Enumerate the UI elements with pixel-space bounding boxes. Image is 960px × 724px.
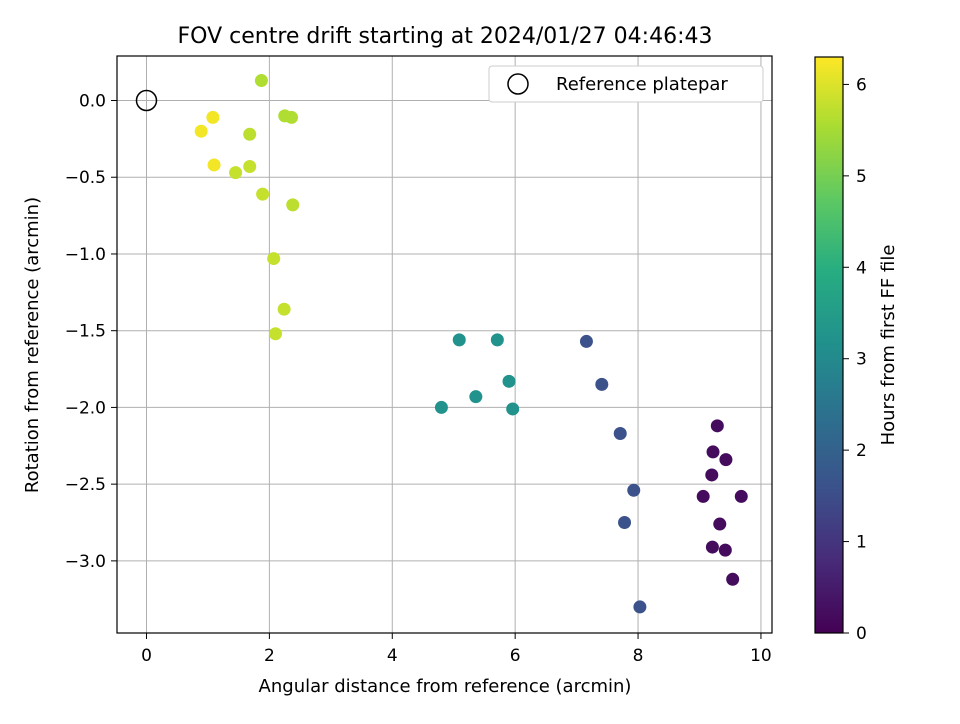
data-point xyxy=(719,453,733,467)
data-point xyxy=(633,600,647,614)
legend-box xyxy=(488,65,764,103)
plot-area xyxy=(117,56,772,633)
plot-frame xyxy=(116,55,773,634)
data-point xyxy=(726,572,740,586)
data-point xyxy=(207,158,221,172)
colorbar-tick-label: 3 xyxy=(856,350,867,370)
x-tick-label: 6 xyxy=(510,646,521,666)
data-point xyxy=(490,333,504,347)
data-point xyxy=(627,483,641,497)
x-axis-ticks: 0 2 4 6 8 10 xyxy=(141,633,772,666)
data-point xyxy=(206,110,220,124)
colorbar-ticks: 0 1 2 3 4 5 6 xyxy=(843,75,867,644)
colorbar: 0 1 2 3 4 5 6 Hours from first FF file xyxy=(814,56,899,644)
y-tick-label: −1.0 xyxy=(65,245,106,265)
grid xyxy=(117,56,772,633)
data-point xyxy=(706,445,720,459)
data-point xyxy=(613,427,627,441)
legend: Reference platepar xyxy=(488,65,764,103)
y-tick-label: −0.5 xyxy=(65,168,106,188)
x-tick-label: 4 xyxy=(387,646,398,666)
data-point xyxy=(229,166,243,180)
data-point xyxy=(243,159,257,173)
data-point xyxy=(285,110,299,124)
data-point xyxy=(452,333,466,347)
y-axis-ticks: 0.0 −0.5 −1.0 −1.5 −2.0 −2.5 −3.0 xyxy=(65,92,117,572)
data-point xyxy=(506,402,520,416)
colorbar-label: Hours from first FF file xyxy=(878,245,899,446)
x-tick-label: 10 xyxy=(750,646,772,666)
x-tick-label: 2 xyxy=(264,646,275,666)
y-tick-label: −2.5 xyxy=(65,475,106,495)
legend-entry-label: Reference platepar xyxy=(556,74,728,95)
data-points xyxy=(194,74,748,614)
data-point xyxy=(696,489,710,503)
y-axis-label: Rotation from reference (arcmin) xyxy=(22,197,43,493)
data-point xyxy=(469,390,483,404)
data-point xyxy=(269,327,283,341)
colorbar-tick-label: 6 xyxy=(856,75,867,95)
y-tick-label: 0.0 xyxy=(79,92,106,112)
data-point xyxy=(710,419,724,433)
data-point xyxy=(434,400,448,414)
y-tick-label: −1.5 xyxy=(65,322,106,342)
x-axis-label: Angular distance from reference (arcmin) xyxy=(259,676,632,697)
colorbar-frame xyxy=(814,56,844,634)
data-point xyxy=(256,187,270,201)
legend-reference-marker xyxy=(507,73,529,95)
data-point xyxy=(705,540,719,554)
data-point xyxy=(286,198,300,212)
x-tick-label: 0 xyxy=(141,646,152,666)
reference-platepar-marker xyxy=(135,89,158,112)
colorbar-tick-label: 1 xyxy=(856,533,867,553)
colorbar-tick-label: 0 xyxy=(856,624,867,644)
data-point xyxy=(705,468,719,482)
x-tick-label: 8 xyxy=(633,646,644,666)
colorbar-gradient xyxy=(815,57,843,633)
data-point xyxy=(243,127,257,141)
data-point xyxy=(579,334,593,348)
colorbar-tick-label: 4 xyxy=(856,258,867,278)
data-point xyxy=(734,489,748,503)
data-point xyxy=(713,517,727,531)
data-point xyxy=(254,74,268,88)
colorbar-tick-label: 2 xyxy=(856,441,867,461)
chart-title: FOV centre drift starting at 2024/01/27 … xyxy=(178,24,713,49)
data-point xyxy=(502,374,516,388)
data-point xyxy=(277,302,291,316)
data-point xyxy=(595,377,609,391)
y-tick-label: −2.0 xyxy=(65,398,106,418)
data-point xyxy=(194,124,208,138)
y-tick-label: −3.0 xyxy=(65,552,106,572)
colorbar-tick-label: 5 xyxy=(856,167,867,187)
data-point xyxy=(267,252,281,266)
data-point xyxy=(718,543,732,557)
data-point xyxy=(618,516,632,530)
